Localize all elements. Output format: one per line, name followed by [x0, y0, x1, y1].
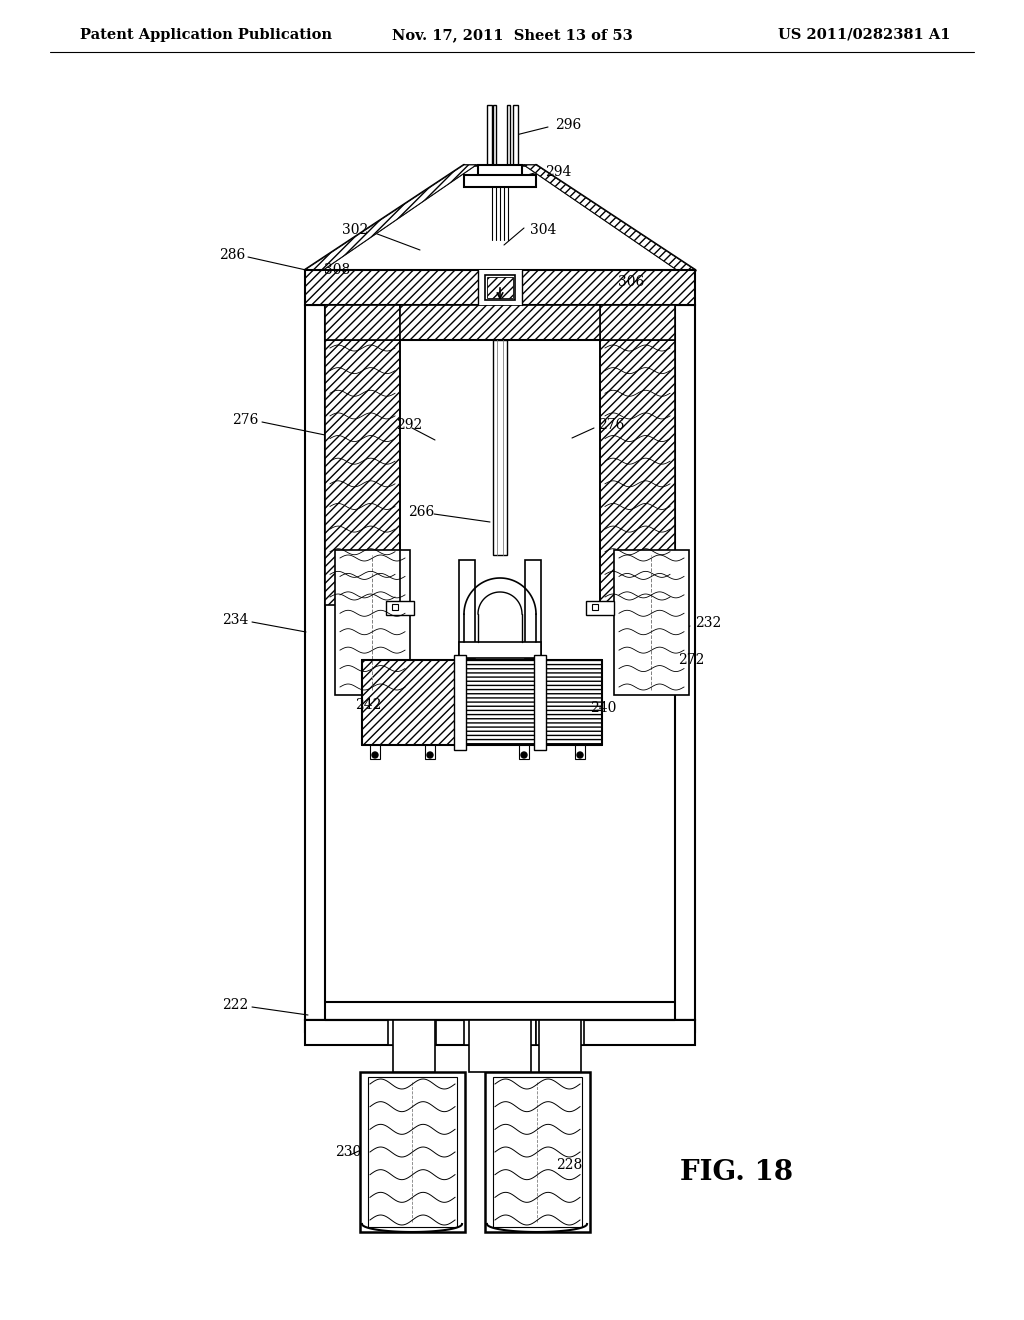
Bar [393, 1020, 435, 1072]
Bar [539, 1020, 581, 1072]
Bar [534, 655, 546, 750]
Bar [485, 275, 515, 300]
Bar [519, 744, 529, 759]
Text: 286: 286 [219, 248, 245, 261]
Text: Nov. 17, 2011  Sheet 13 of 53: Nov. 17, 2011 Sheet 13 of 53 [391, 28, 633, 42]
Circle shape [521, 752, 527, 758]
Bar [459, 560, 475, 657]
Bar [493, 106, 496, 165]
Text: 308: 308 [324, 263, 350, 277]
Text: Patent Application Publication: Patent Application Publication [80, 28, 332, 42]
Bar [600, 305, 675, 341]
Text: 266: 266 [408, 506, 434, 519]
Text: FIG. 18: FIG. 18 [680, 1159, 794, 1185]
Bar [305, 1020, 695, 1045]
Bar [493, 1077, 582, 1228]
Bar [360, 1072, 465, 1232]
Circle shape [427, 752, 433, 758]
Text: 240: 240 [590, 701, 616, 715]
Bar [487, 106, 492, 165]
Bar [386, 601, 414, 615]
Text: 296: 296 [555, 117, 582, 132]
Text: 276: 276 [231, 413, 258, 426]
Bar [388, 1020, 436, 1045]
Bar [464, 1020, 536, 1045]
Polygon shape [305, 165, 476, 271]
Bar [335, 550, 410, 696]
Bar [305, 305, 325, 1020]
Bar [459, 642, 541, 657]
Bar [485, 1072, 590, 1232]
Bar [368, 1077, 457, 1228]
Bar [586, 601, 614, 615]
Bar [600, 341, 675, 605]
Text: 292: 292 [396, 418, 422, 432]
Bar [513, 106, 518, 165]
Text: 242: 242 [355, 698, 381, 711]
Bar [592, 605, 598, 610]
Bar [469, 1020, 531, 1072]
Bar [325, 305, 400, 341]
Bar [454, 655, 466, 750]
Bar [507, 106, 510, 165]
Text: 222: 222 [222, 998, 248, 1012]
Bar [464, 176, 536, 187]
Bar [370, 744, 380, 759]
Circle shape [577, 752, 583, 758]
Bar [536, 1020, 584, 1045]
Bar [305, 1020, 695, 1032]
Bar [400, 305, 600, 341]
Text: 234: 234 [221, 612, 248, 627]
Text: 302: 302 [342, 223, 368, 238]
Bar [614, 550, 689, 696]
Bar [478, 165, 522, 177]
Text: 232: 232 [695, 616, 721, 630]
Text: 272: 272 [678, 653, 705, 667]
Bar [675, 305, 695, 1020]
Text: 276: 276 [598, 418, 625, 432]
Polygon shape [524, 165, 695, 271]
Text: 230: 230 [335, 1144, 361, 1159]
Bar [487, 277, 513, 298]
Text: 304: 304 [530, 223, 556, 238]
Bar [425, 744, 435, 759]
Bar [392, 605, 398, 610]
Bar [325, 341, 400, 605]
Text: 306: 306 [618, 275, 644, 289]
Bar [362, 660, 462, 744]
Text: 294: 294 [545, 165, 571, 180]
Bar [478, 271, 522, 305]
Bar [305, 271, 695, 305]
Bar [493, 341, 507, 554]
Text: 228: 228 [556, 1158, 583, 1172]
Bar [575, 744, 585, 759]
Bar [525, 560, 541, 657]
Circle shape [372, 752, 378, 758]
Text: US 2011/0282381 A1: US 2011/0282381 A1 [777, 28, 950, 42]
Bar [462, 660, 602, 744]
